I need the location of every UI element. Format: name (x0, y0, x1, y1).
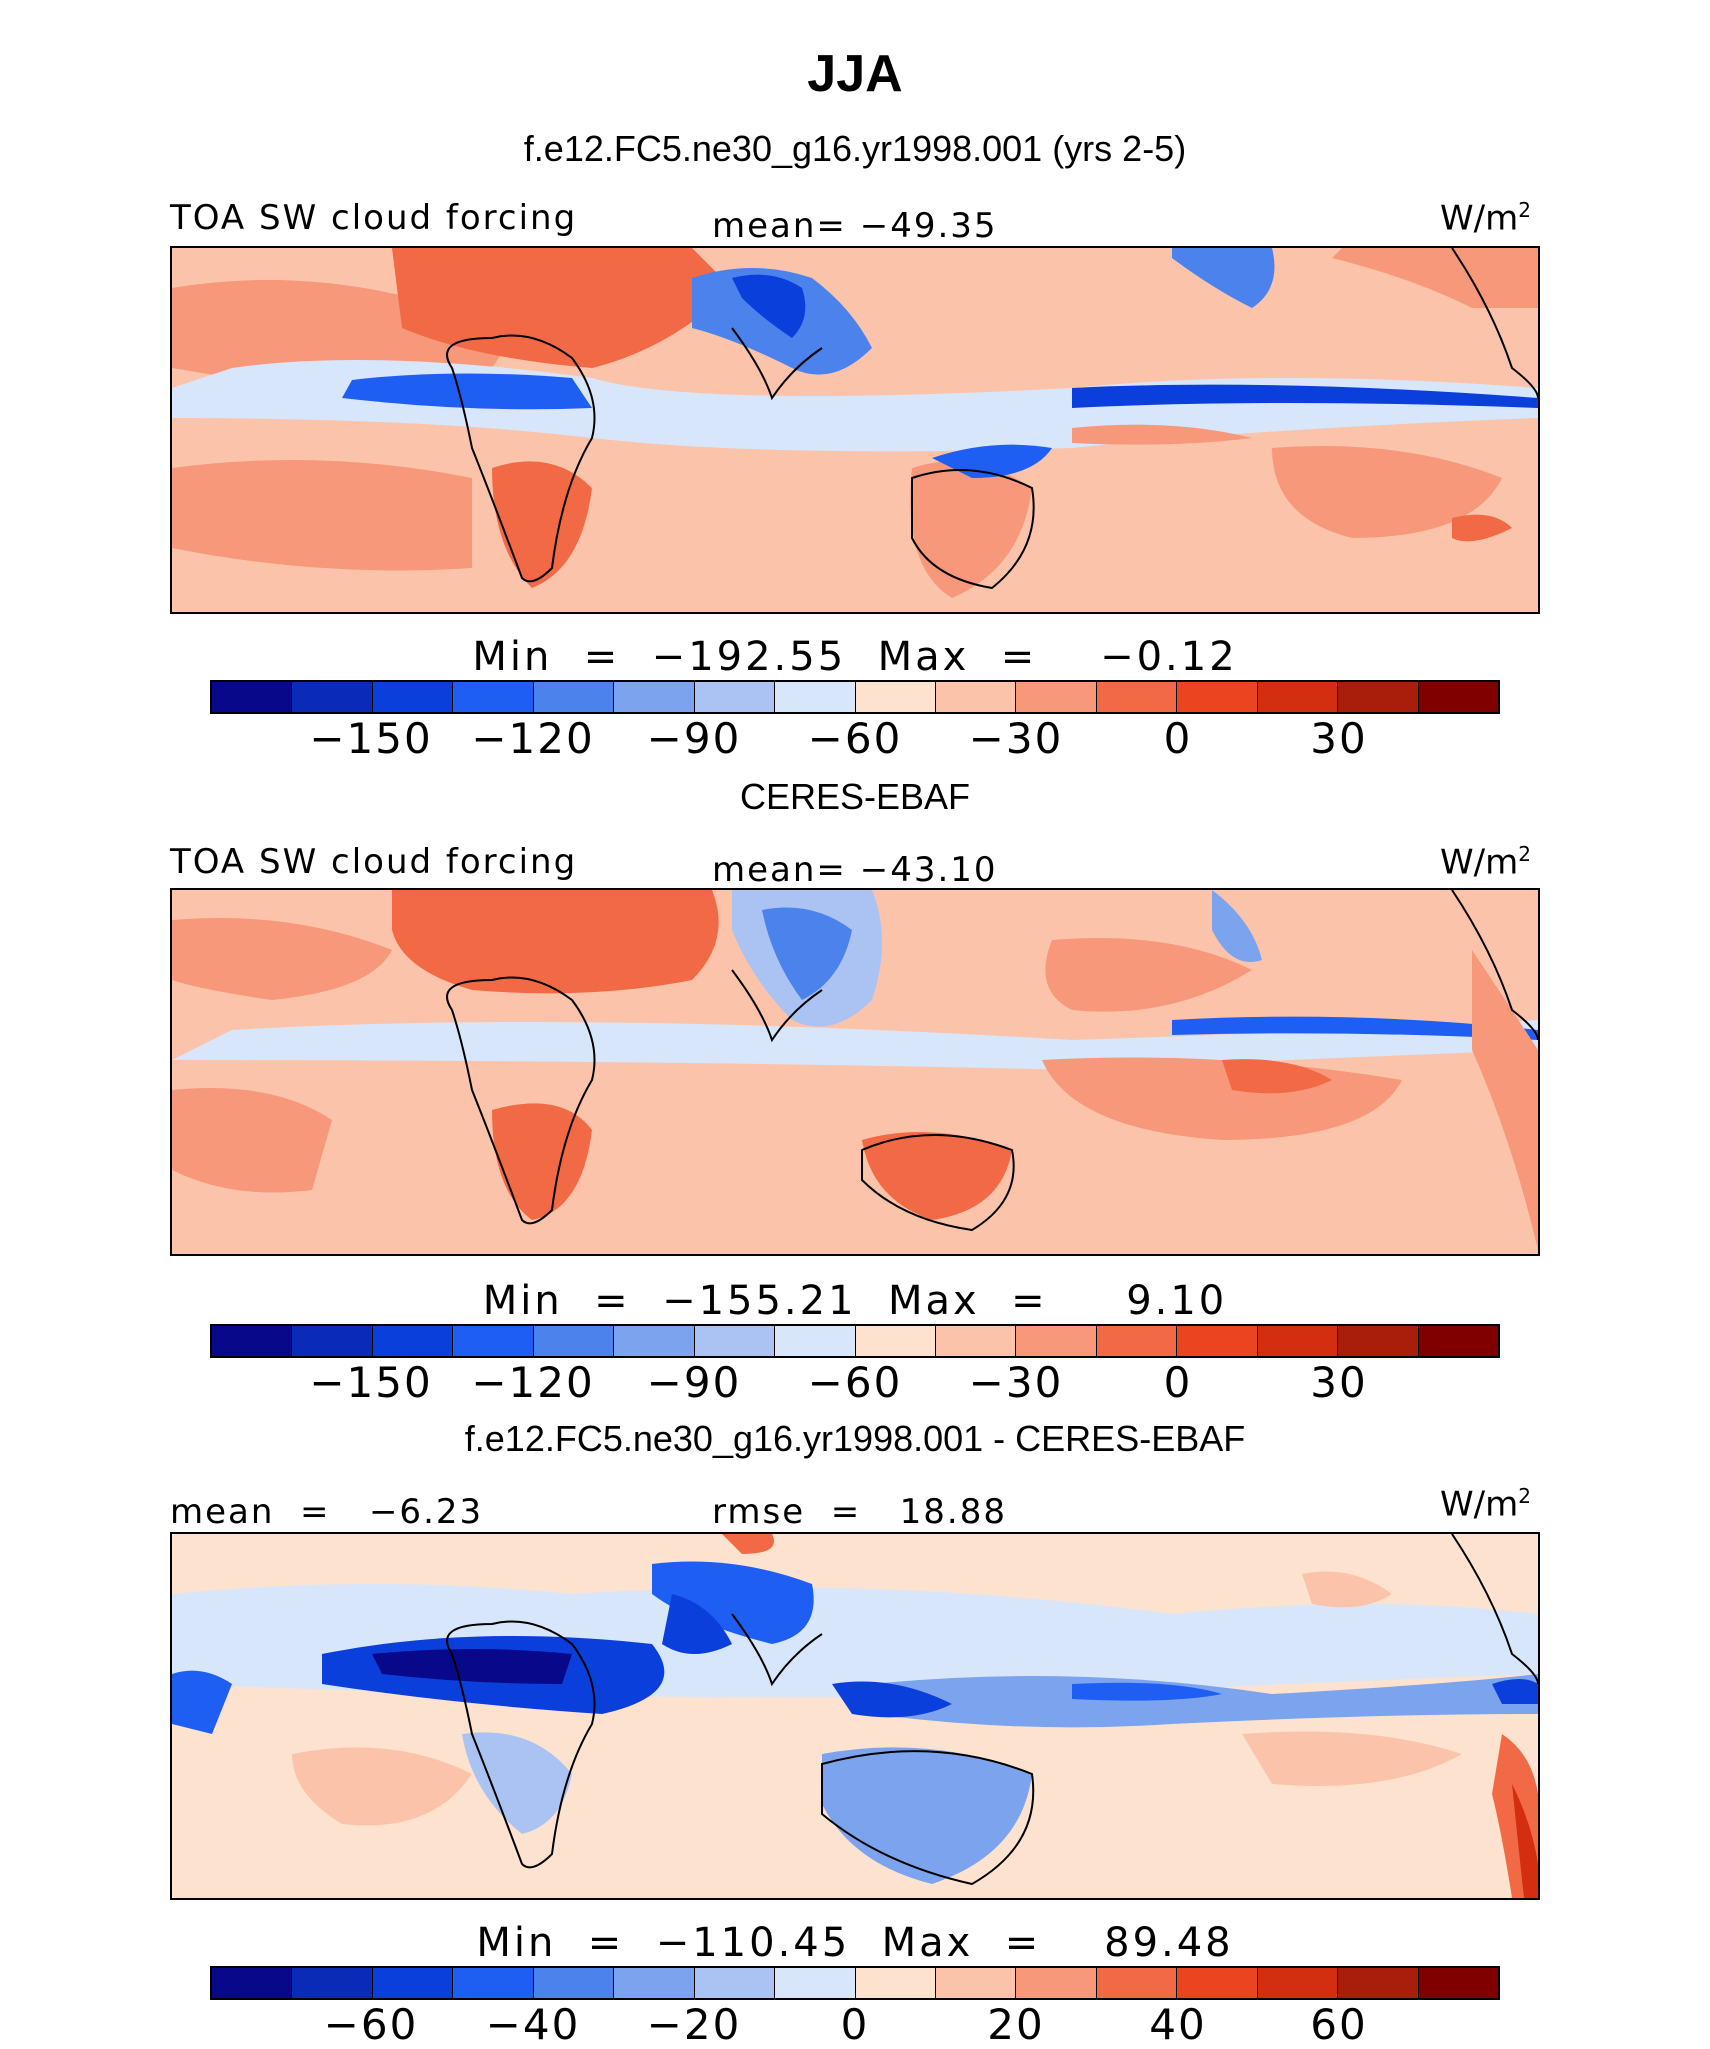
colorbar-3-seg (614, 1968, 695, 1998)
colorbar-2-seg (372, 1326, 454, 1356)
case-title-2: CERES-EBAF (739, 776, 971, 817)
minmax-label-2: Min = −155.21 Max = 9.10 (482, 1278, 1228, 1324)
contour-map-obs (172, 890, 1538, 1254)
map-panel-1 (170, 246, 1540, 614)
colorbar-2-seg (1177, 1326, 1258, 1356)
colorbar-3-seg (1096, 1968, 1178, 1998)
colorbar-2-tick: −120 (471, 1358, 595, 1407)
minmax-label-3: Min = −110.45 Max = 89.48 (476, 1920, 1234, 1966)
colorbar-3-seg (694, 1968, 776, 1998)
minmax-label-1: Min = −192.55 Max = −0.12 (472, 634, 1238, 680)
map-panel-2 (170, 888, 1540, 1256)
colorbar-1-seg (1016, 682, 1097, 712)
colorbar-2-tick: −60 (807, 1358, 903, 1407)
colorbar-3-seg (775, 1968, 856, 1998)
colorbar-1-tick: 0 (1163, 714, 1193, 763)
colorbar-3-tick: 40 (1149, 2000, 1207, 2049)
units-label-2: W/m2 (1440, 842, 1531, 883)
colorbar-2-seg (533, 1326, 615, 1356)
colorbar-2-tick: 30 (1310, 1358, 1368, 1407)
colorbar-3-seg (1338, 1968, 1419, 1998)
colorbar-1-seg (1338, 682, 1419, 712)
colorbar-2-seg (212, 1326, 293, 1356)
colorbar-3-tick: −60 (323, 2000, 419, 2049)
colorbar-2-seg (614, 1326, 695, 1356)
case-title-1: f.e12.FC5.ne30_g16.yr1998.001 (yrs 2-5) (523, 128, 1187, 169)
colorbar-1-tick: −30 (968, 714, 1064, 763)
colorbar-1-seg (694, 682, 776, 712)
mean-label-3: mean = −6.23 (170, 1492, 484, 1532)
colorbar-1-seg (935, 682, 1017, 712)
colorbar-1-tick: −150 (309, 714, 433, 763)
case-title-3: f.e12.FC5.ne30_g16.yr1998.001 - CERES-EB… (464, 1418, 1246, 1459)
colorbar-1-tick: −120 (471, 714, 595, 763)
colorbar-3-seg (935, 1968, 1017, 1998)
colorbar-3-seg (372, 1968, 454, 1998)
colorbar-2-tick: −90 (646, 1358, 742, 1407)
units-label-3: W/m2 (1440, 1484, 1531, 1525)
colorbar-3-tick: 60 (1310, 2000, 1368, 2049)
colorbar-2-seg (1418, 1326, 1498, 1356)
colorbar-2-seg (1338, 1326, 1419, 1356)
map-panel-3 (170, 1532, 1540, 1900)
colorbar-3-seg (1257, 1968, 1339, 1998)
colorbar-1-seg (1177, 682, 1258, 712)
colorbar-2-seg (935, 1326, 1017, 1356)
field-label-2: TOA SW cloud forcing (170, 842, 578, 882)
colorbar-1-seg (855, 682, 936, 712)
colorbar-1-seg (453, 682, 534, 712)
colorbar-3-seg (1177, 1968, 1258, 1998)
colorbar-3-seg (453, 1968, 534, 1998)
colorbar-2-seg (855, 1326, 936, 1356)
colorbar-3-seg (292, 1968, 373, 1998)
contour-map-difference (172, 1534, 1538, 1898)
colorbar-1-seg (614, 682, 695, 712)
colorbar-2-seg (1096, 1326, 1178, 1356)
colorbar-1-tick: −60 (807, 714, 903, 763)
colorbar-2-seg (453, 1326, 534, 1356)
colorbar-1-seg (533, 682, 615, 712)
colorbar-2-tick: −30 (968, 1358, 1064, 1407)
page-title: JJA (807, 45, 903, 103)
units-label-1: W/m2 (1440, 198, 1531, 239)
colorbar-3-tick: 20 (987, 2000, 1045, 2049)
colorbar-2-tick: 0 (1163, 1358, 1193, 1407)
colorbar-3-tick: 0 (840, 2000, 870, 2049)
colorbar-2-seg (1257, 1326, 1339, 1356)
colorbar-2-seg (775, 1326, 856, 1356)
colorbar-1-seg (1257, 682, 1339, 712)
colorbar-3-seg (855, 1968, 936, 1998)
field-label-1: TOA SW cloud forcing (170, 198, 578, 238)
colorbar-3 (210, 1966, 1500, 2000)
colorbar-2-seg (1016, 1326, 1097, 1356)
rmse-label-3: rmse = 18.88 (712, 1492, 1007, 1532)
contour-map-model (172, 248, 1538, 612)
colorbar-1-seg (1418, 682, 1498, 712)
colorbar-3-tick: −40 (485, 2000, 581, 2049)
mean-label-2: mean= −43.10 (712, 850, 998, 890)
colorbar-2-tick: −150 (309, 1358, 433, 1407)
colorbar-1 (210, 680, 1500, 714)
colorbar-1-seg (1096, 682, 1178, 712)
colorbar-2-seg (694, 1326, 776, 1356)
colorbar-1-seg (212, 682, 293, 712)
colorbar-1-tick: −90 (646, 714, 742, 763)
mean-label-1: mean= −49.35 (712, 206, 998, 246)
colorbar-3-seg (533, 1968, 615, 1998)
colorbar-3-tick: −20 (646, 2000, 742, 2049)
colorbar-1-seg (775, 682, 856, 712)
colorbar-1-seg (292, 682, 373, 712)
colorbar-1-tick: 30 (1310, 714, 1368, 763)
colorbar-1-seg (372, 682, 454, 712)
colorbar-3-seg (1016, 1968, 1097, 1998)
colorbar-3-seg (212, 1968, 293, 1998)
colorbar-2 (210, 1324, 1500, 1358)
colorbar-3-seg (1418, 1968, 1498, 1998)
colorbar-2-seg (292, 1326, 373, 1356)
